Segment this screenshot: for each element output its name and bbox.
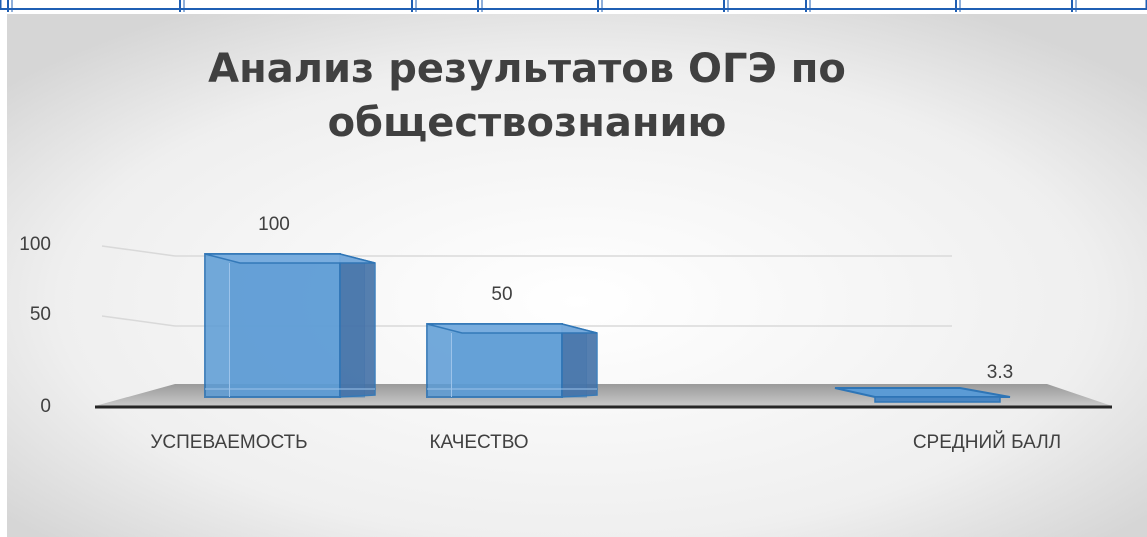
y-tick-label: 100 [19, 234, 51, 255]
y-tick-label: 0 [40, 396, 51, 417]
data-label: 100 [258, 214, 290, 235]
table-border-outline [0, 0, 1147, 10]
bar-chart: 0 50 100 100 50 3.3 УСПЕВАЕМОСТЬ КАЧЕСТВО СРЕДНИ… [7, 14, 1147, 537]
bar-top-face [834, 387, 1011, 398]
bar [834, 387, 1011, 403]
chart-background [7, 14, 1147, 537]
bar-top-face [204, 253, 376, 264]
bar-top-face [426, 323, 598, 334]
category-label: СРЕДНИЙ БАЛЛ [913, 431, 1061, 453]
bar-front-face [204, 253, 341, 398]
chart-title-line-2: обществознанию [328, 100, 727, 146]
bar [204, 253, 376, 398]
data-label: 3.3 [987, 362, 1013, 383]
bar-front-face [426, 323, 563, 398]
bar-side-face [339, 253, 376, 398]
bar-side-face [561, 323, 598, 398]
gridline-side [101, 315, 176, 327]
gridline-side [101, 245, 176, 257]
bar [426, 323, 598, 398]
table-border-strip [0, 0, 1147, 12]
chart-area: 0 50 100 100 50 3.3 УСПЕВАЕМОСТЬ КАЧЕСТВО СРЕДНИ… [7, 14, 1147, 537]
y-tick-label: 50 [30, 304, 51, 325]
bar-front-face [874, 396, 1001, 403]
chart-title-line-1: Анализ результатов ОГЭ по [208, 46, 846, 92]
category-label: УСПЕВАЕМОСТЬ [150, 432, 307, 453]
category-label: КАЧЕСТВО [429, 432, 528, 453]
data-label: 50 [491, 284, 512, 305]
